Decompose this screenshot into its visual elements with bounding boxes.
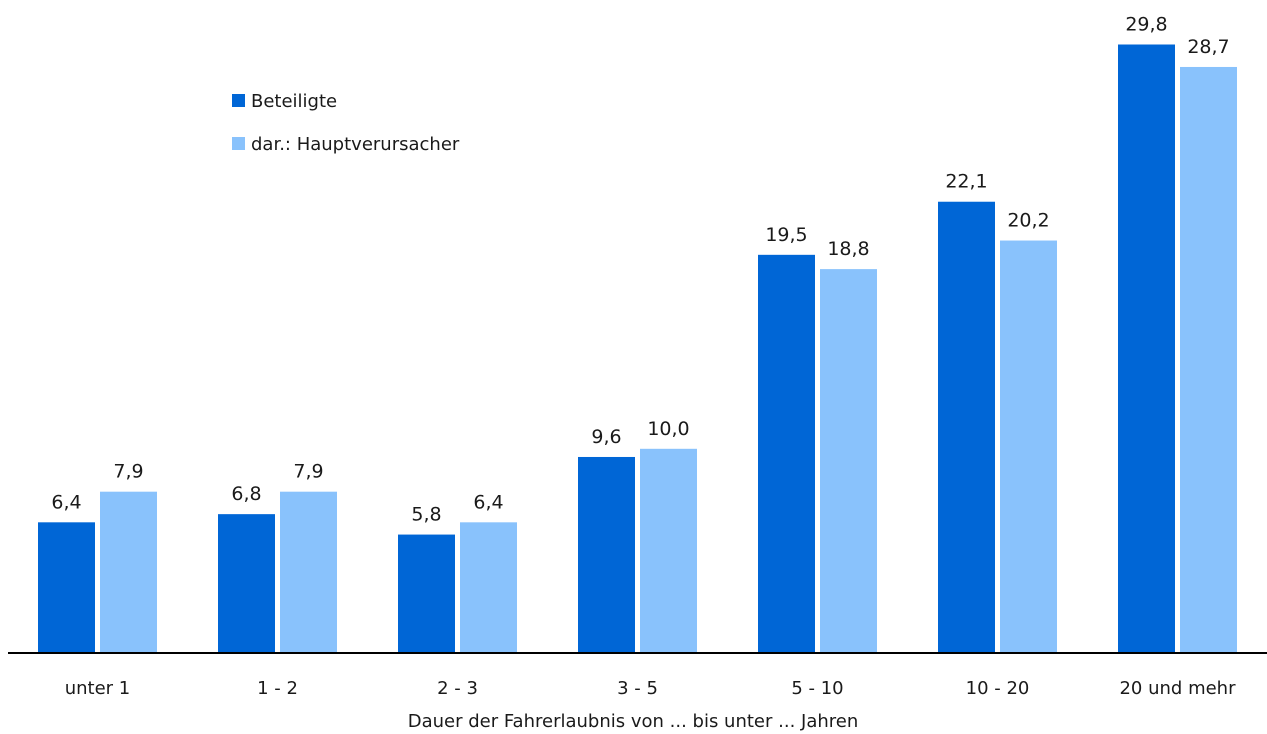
bar-hauptverursacher [280, 491, 337, 653]
data-label-beteiligte: 6,8 [231, 483, 261, 505]
data-label-beteiligte: 29,8 [1125, 14, 1167, 36]
bar-hauptverursacher [820, 269, 877, 653]
category-label: unter 1 [65, 678, 131, 699]
category-label: 10 - 20 [966, 678, 1030, 699]
bar-beteiligte [38, 522, 95, 653]
bar-hauptverursacher [1180, 66, 1237, 653]
bar-beteiligte [578, 456, 635, 653]
legend-label-beteiligte: Beteiligte [251, 91, 337, 112]
bar-beteiligte [398, 534, 455, 653]
data-label-beteiligte: 5,8 [411, 504, 441, 526]
bar-hauptverursacher [1000, 240, 1057, 653]
legend-label-hauptverursacher: dar.: Hauptverursacher [251, 134, 460, 155]
legend: Beteiligte dar.: Hauptverursacher [232, 91, 460, 155]
x-axis-label: Dauer der Fahrerlaubnis von ... bis unte… [408, 711, 859, 732]
legend-swatch-beteiligte [232, 94, 245, 107]
category-label: 3 - 5 [617, 678, 658, 699]
bar-hauptverursacher [640, 448, 697, 653]
category-label: 2 - 3 [437, 678, 478, 699]
data-label-hauptverursacher: 20,2 [1007, 210, 1049, 232]
category-label: 1 - 2 [257, 678, 298, 699]
bar-beteiligte [1118, 44, 1175, 653]
category-label: 5 - 10 [791, 678, 843, 699]
category-labels: unter 1 1 - 2 2 - 3 3 - 5 5 - 10 10 - 20 20 un… [65, 678, 1236, 699]
bar-hauptverursacher [100, 491, 157, 653]
data-label-hauptverursacher: 28,7 [1187, 36, 1229, 58]
data-label-beteiligte: 19,5 [765, 224, 807, 246]
bars-group: 6,4 7,9 6,8 7,9 5,8 6,4 9,6 10,0 19,5 18,8 22,1 20,… [38, 14, 1237, 654]
data-label-beteiligte: 22,1 [945, 171, 987, 193]
data-label-hauptverursacher: 7,9 [293, 461, 323, 483]
bar-beteiligte [938, 201, 995, 654]
data-label-hauptverursacher: 18,8 [827, 238, 869, 260]
data-label-hauptverursacher: 6,4 [473, 491, 503, 513]
bar-beteiligte [218, 514, 275, 653]
data-label-hauptverursacher: 7,9 [113, 461, 143, 483]
data-label-beteiligte: 6,4 [51, 491, 81, 513]
legend-swatch-hauptverursacher [232, 137, 245, 150]
bar-beteiligte [758, 254, 815, 654]
category-label: 20 und mehr [1119, 678, 1236, 699]
data-label-beteiligte: 9,6 [591, 426, 621, 448]
bar-hauptverursacher [460, 522, 517, 653]
data-label-hauptverursacher: 10,0 [647, 418, 689, 440]
